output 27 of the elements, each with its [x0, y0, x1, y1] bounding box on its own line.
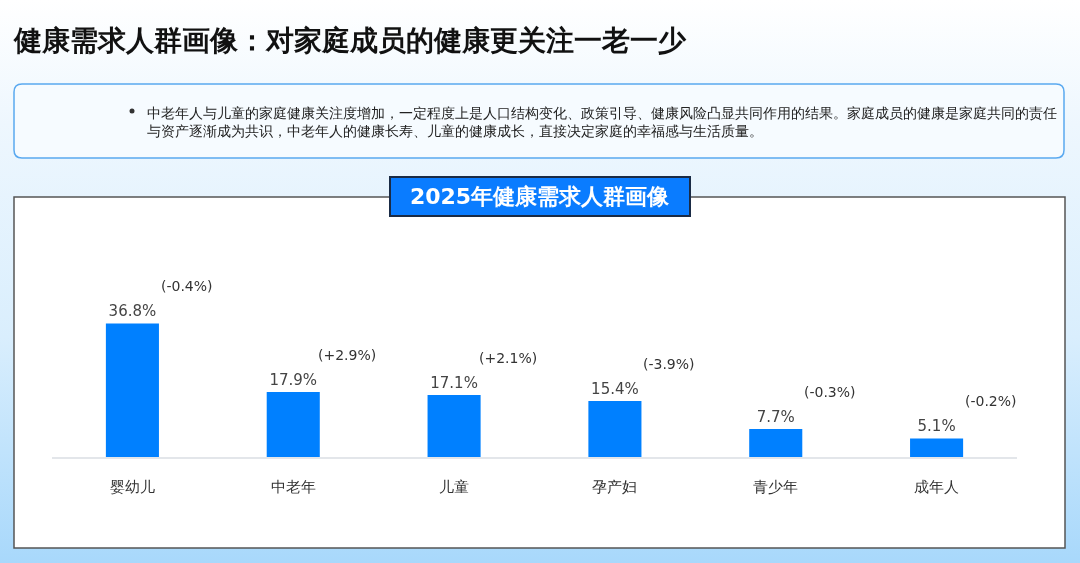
annotation: (-0.4%) [161, 278, 213, 294]
data-label: 5.1% [917, 417, 956, 436]
bar [266, 392, 320, 457]
annotation: (-0.2%) [965, 393, 1017, 409]
data-label: 17.1% [430, 373, 478, 392]
bar [427, 394, 481, 457]
bar [910, 438, 964, 457]
x-tick-label: 青少年 [753, 479, 799, 496]
x-tick-label: 成年人 [914, 479, 960, 496]
data-label: 7.7% [756, 408, 795, 427]
x-tick-label: 儿童 [439, 479, 470, 496]
bar [749, 429, 803, 457]
text: 中老年人与儿童的家庭健康关注度增加，一定程度上是人口结构变化、政策引导、健康风险凸显共同作用的结果。家庭成员的健康是家庭共同的责任与资产逐渐成为共识，中老年人的健康长寿、儿童的健康成长，直接决定家庭的幸福感与生活质量。 [147, 105, 1057, 139]
data-label: 36.8% [108, 302, 157, 321]
bar [588, 401, 642, 457]
x-tick-label: 中老年 [270, 479, 316, 496]
data-label: 17.9% [269, 371, 318, 390]
chart-title: 健康需求人群画像：对家庭成员的健康更关注一老一少 [13, 23, 687, 57]
bar [105, 323, 159, 457]
x-tick-label: 孕产妇 [592, 479, 638, 496]
annotation: (-3.9%) [643, 356, 695, 372]
annotation: (+2.9%) [318, 347, 377, 363]
annotation: (-0.3%) [804, 384, 856, 400]
x-tick-label: 婴幼儿 [109, 479, 155, 496]
chart-subtitle: 2025年健康需求人群画像 [409, 184, 671, 209]
data-label: 15.4% [591, 380, 639, 399]
annotation: (+2.1%) [479, 350, 538, 366]
